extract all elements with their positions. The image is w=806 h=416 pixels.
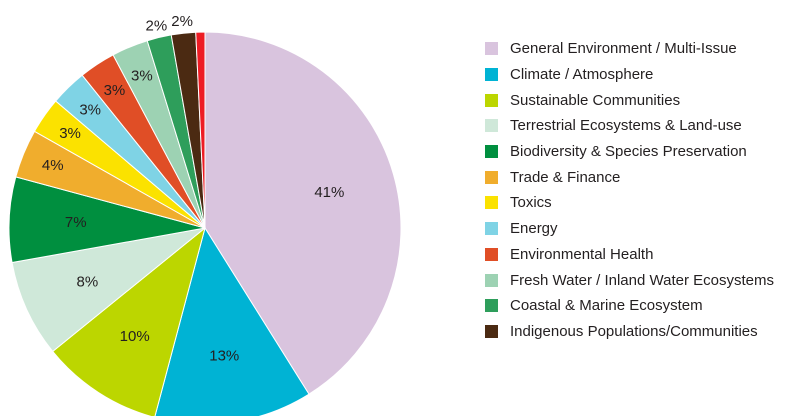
legend-item: Sustainable Communities [485, 87, 774, 113]
legend-swatch [485, 68, 498, 82]
pie-slice-0 [204, 31, 402, 395]
legend-swatch [485, 247, 498, 261]
legend-item: General Environment / Multi-Issue [485, 36, 774, 62]
legend-label: Indigenous Populations/Communities [510, 322, 758, 340]
legend-swatch [485, 273, 498, 287]
legend-swatch [485, 324, 498, 338]
slice-label-4: 7% [65, 214, 87, 231]
slice-label-1: 13% [209, 347, 239, 364]
legend-swatch [485, 93, 498, 107]
legend-item: Biodiversity & Species Preservation [485, 139, 774, 165]
pie-chart: 41%13%10%8%7%4%3%3%3%3%2% 2% [8, 13, 402, 416]
legend-item: Trade & Finance [485, 164, 774, 190]
legend-item: Fresh Water / Inland Water Ecosystems [485, 267, 774, 293]
pie-labels: 41%13%10%8%7%4%3%3%3%3%2% 2% [42, 13, 344, 364]
pie-slices [8, 31, 402, 416]
legend-label: Fresh Water / Inland Water Ecosystems [510, 271, 774, 289]
legend-swatch [485, 119, 498, 133]
legend-item: Indigenous Populations/Communities [485, 319, 774, 345]
legend-label: Energy [510, 220, 558, 238]
legend-swatch [485, 170, 498, 184]
legend-label: Sustainable Communities [510, 91, 681, 109]
slice-label-11: 2% [171, 13, 193, 30]
legend-item: Toxics [485, 190, 774, 216]
legend-item: Environmental Health [485, 242, 774, 268]
legend-label: Coastal & Marine Ecosystem [510, 297, 703, 315]
legend-label: Trade & Finance [510, 168, 621, 186]
legend-item: Energy [485, 216, 774, 242]
legend-label: Terrestrial Ecosystems & Land-use [510, 117, 742, 135]
slice-label-7: 3% [79, 101, 101, 118]
pie-slice-3 [11, 227, 206, 353]
legend-label: Environmental Health [510, 245, 654, 263]
pie-slice-1 [154, 226, 310, 416]
legend-item: Terrestrial Ecosystems & Land-use [485, 113, 774, 139]
legend-swatch [485, 145, 498, 159]
legend-swatch [485, 196, 498, 210]
legend-swatch [485, 222, 498, 236]
legend-swatch [485, 299, 498, 313]
slice-label-5: 4% [42, 157, 64, 174]
legend-label: Biodiversity & Species Preservation [510, 143, 747, 161]
legend-swatch [485, 42, 498, 56]
pie-slice-12 [195, 31, 206, 229]
slice-label-6: 3% [59, 125, 81, 142]
legend: General Environment / Multi-Issue Climate… [485, 36, 774, 344]
slice-label-8: 3% [104, 82, 126, 99]
legend-label: Climate / Atmosphere [510, 66, 654, 84]
legend-item: Climate / Atmosphere [485, 62, 774, 88]
legend-label: Toxics [510, 194, 552, 212]
slice-label-9: 3% [131, 67, 153, 84]
legend-item: Coastal & Marine Ecosystem [485, 293, 774, 319]
slice-label-0: 41% [314, 184, 344, 201]
slice-label-2: 10% [120, 328, 150, 345]
legend-label: General Environment / Multi-Issue [510, 40, 737, 58]
slice-label-3: 8% [77, 273, 99, 290]
slice-label-10: 2% [146, 18, 168, 35]
